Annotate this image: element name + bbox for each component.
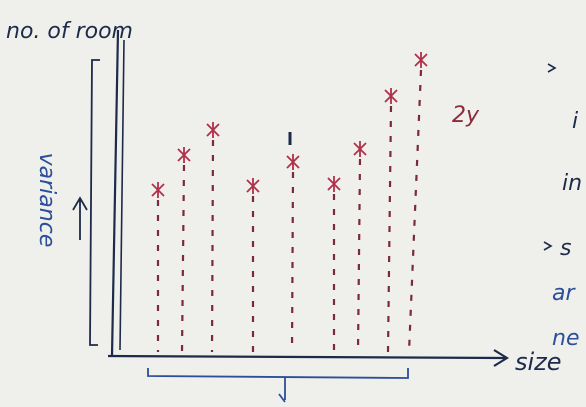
notes-sketch: no. of room variance size 2y i in s ar n… [0,0,586,407]
x-axis-title: size [515,348,562,376]
margin-note: ar [552,281,576,306]
y-axis-title: no. of room [6,19,133,44]
margin-note: s [560,236,571,261]
margin-note: in [562,171,582,196]
margin-note: i [572,109,578,134]
side-label: variance [34,153,59,248]
drop-line [212,140,213,352]
margin-note: ne [552,326,579,351]
annotation: 2y [452,103,480,128]
